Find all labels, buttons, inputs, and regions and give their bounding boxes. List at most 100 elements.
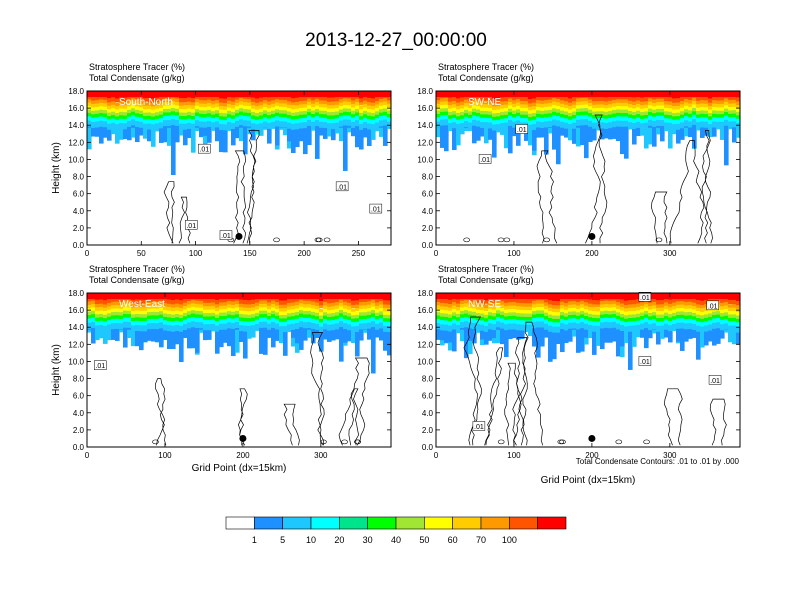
tracer-cell [123, 105, 128, 110]
tracer-cell [247, 94, 252, 103]
tracer-cell [556, 315, 561, 322]
tracer-cell [616, 94, 621, 103]
tracer-cell [484, 111, 489, 117]
tracer-cell [291, 305, 296, 311]
tracer-cell [720, 103, 725, 109]
tracer-cell [359, 323, 364, 332]
tracer-cell [696, 114, 701, 120]
tracer-cell [127, 327, 132, 330]
colorbar-swatch [339, 516, 368, 530]
tracer-cell [95, 304, 100, 310]
tracer-cell [147, 297, 152, 304]
colorbar-label: 40 [391, 535, 401, 545]
tracer-cell [688, 308, 693, 316]
tracer-cell [367, 97, 372, 104]
tracer-cell [720, 298, 725, 304]
tracer-cell [612, 121, 617, 131]
condensate-contour [585, 114, 608, 244]
colorbar: 1 5 10 20 30 40 50 60 70 100 [225, 516, 567, 545]
tracer-cell [363, 301, 368, 307]
tracer-cell [219, 129, 224, 153]
tracer-cell [335, 319, 340, 327]
tracer-cell [512, 308, 517, 315]
tracer-cell [319, 107, 324, 112]
tracer-cell [215, 99, 220, 106]
tracer-cell [255, 106, 260, 112]
tracer-cell [656, 307, 661, 312]
tracer-cell [275, 323, 280, 332]
tracer-cell [620, 320, 625, 328]
tracer-cell [179, 109, 184, 113]
tracer-cell [660, 307, 665, 314]
tracer-cell [576, 308, 581, 314]
tracer-cell [672, 306, 677, 311]
tracer-cell [512, 100, 517, 105]
tracer-cell [387, 113, 391, 119]
tracer-cell [572, 128, 577, 144]
tracer-cell [564, 313, 569, 319]
tracer-cell [504, 298, 509, 304]
tracer-cell [219, 105, 224, 110]
tracer-cell [716, 100, 721, 105]
tracer-cell [151, 305, 156, 311]
tracer-cell [636, 324, 641, 338]
tracer-cell [516, 126, 521, 146]
x-tick-label: 0 [434, 451, 439, 460]
tracer-cell [488, 319, 493, 327]
colorbar-swatch [367, 516, 397, 530]
tracer-cell [500, 115, 505, 122]
tracer-cell [672, 119, 677, 127]
tracer-cell [303, 104, 308, 109]
condensate-contour [615, 439, 623, 445]
tracer-cell [480, 110, 485, 116]
tracer-cell [295, 115, 300, 123]
tracer-cell [375, 309, 380, 314]
tracer-cell [87, 322, 92, 333]
tracer-cell [115, 102, 120, 107]
tracer-cell [375, 101, 380, 106]
x-tick-label: 50 [137, 249, 146, 258]
tracer-cell [199, 328, 204, 330]
tracer-cell [452, 128, 457, 151]
tracer-cell [95, 100, 100, 105]
tracer-cell [119, 297, 124, 304]
tracer-cell [556, 301, 561, 307]
tracer-cell [279, 106, 284, 113]
tracer-cell [319, 308, 324, 314]
contour-label: .01 [199, 147, 209, 154]
tracer-cell [680, 107, 685, 113]
tracer-cell [700, 103, 705, 109]
condensate-contour [283, 403, 300, 446]
tracer-cell [584, 305, 589, 311]
tracer-cell [187, 108, 192, 114]
tracer-cell [736, 123, 740, 138]
tracer-cell [235, 322, 240, 353]
tracer-cell [103, 106, 108, 113]
tracer-cell [115, 109, 120, 115]
tracer-cell [123, 129, 128, 139]
tracer-cell [139, 107, 144, 112]
tracer-cell [311, 107, 316, 112]
tracer-cell [267, 309, 272, 314]
tracer-cell [239, 303, 244, 308]
tracer-cell [155, 112, 160, 119]
tracer-cell [588, 109, 593, 117]
tracer-cell [688, 95, 693, 102]
tracer-cell [696, 107, 701, 113]
tracer-cell [163, 309, 168, 315]
tracer-cell [99, 106, 104, 113]
tracer-cell [251, 325, 256, 338]
tracer-cell [151, 297, 156, 305]
panel-1: Stratosphere Tracer (%)Total Condensate … [51, 62, 392, 258]
tracer-cell [383, 125, 388, 146]
tracer-cell [736, 305, 740, 312]
tracer-cell [167, 307, 172, 312]
tracer-cell [315, 305, 320, 311]
tracer-cell [287, 101, 292, 107]
tracer-cell [464, 127, 469, 128]
tracer-cell [115, 308, 120, 315]
tracer-cell [516, 324, 521, 333]
tracer-cell [468, 107, 473, 113]
tracer-cell [712, 110, 717, 116]
tracer-cell [504, 306, 509, 311]
